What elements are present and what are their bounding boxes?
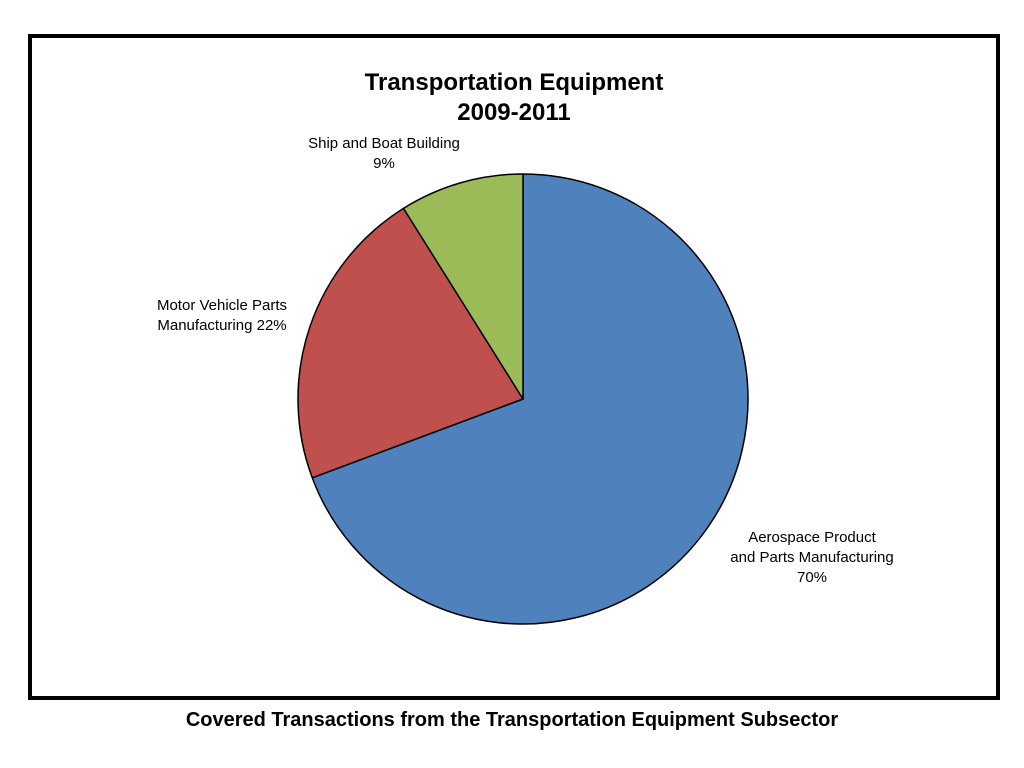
slice-label-aerospace: Aerospace Product and Parts Manufacturin…	[702, 528, 922, 588]
pie-slice-motor-vehicle	[297, 207, 524, 479]
slice-label-motor-vehicle-line-2: Manufacturing 22%	[157, 317, 287, 334]
slice-label-aerospace-line-1: Aerospace Product	[748, 529, 876, 546]
slice-label-aerospace-line-3: 70%	[796, 569, 828, 586]
slice-label-motor-vehicle-line-1: Motor Vehicle Parts	[156, 297, 288, 314]
figure-caption: Covered Transactions from the Transporta…	[185, 709, 839, 731]
chart-title: Transportation Equipment 2009-2011	[32, 68, 996, 128]
slice-label-ship-boat-line-2: 9%	[373, 155, 395, 172]
chart-title-line-1: Transportation Equipment	[364, 69, 664, 96]
slice-label-ship-boat-line-1: Ship and Boat Building	[308, 135, 460, 152]
slice-label-ship-boat: Ship and Boat Building 9%	[284, 134, 484, 174]
pie-chart	[297, 173, 749, 625]
pie-slice-aerospace	[311, 173, 749, 625]
chart-frame: Transportation Equipment 2009-2011 Aeros…	[28, 34, 1000, 700]
pie-slice-ship-boat	[402, 173, 524, 400]
chart-title-line-2: 2009-2011	[457, 99, 571, 126]
slice-label-motor-vehicle: Motor Vehicle Parts Manufacturing 22%	[132, 296, 312, 336]
slice-label-aerospace-line-2: and Parts Manufacturing	[730, 549, 894, 566]
